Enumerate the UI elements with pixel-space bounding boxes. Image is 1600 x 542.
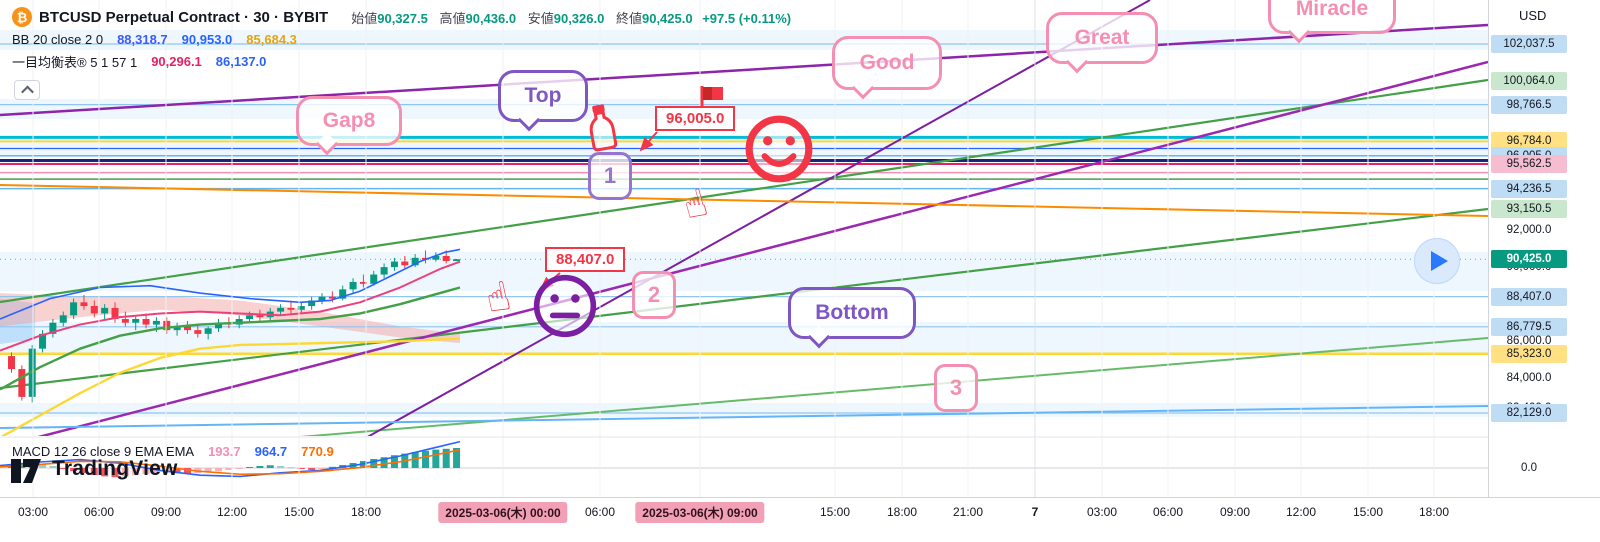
time-label: 15:00	[819, 505, 851, 519]
close-label: 終値	[615, 10, 642, 26]
price-label: 92,000.0	[1506, 224, 1552, 237]
bb-label: BB 20 close 2 0	[12, 31, 104, 47]
open-label: 始値	[351, 10, 378, 26]
macd-label: MACD 12 26 close 9 EMA EMA	[12, 443, 195, 459]
speech-bubble-top[interactable]: Top	[498, 70, 588, 122]
chart-legend: ₿ BTCUSD Perpetual Contract · 30 · BYBIT…	[12, 6, 791, 72]
speech-bubble-miracle[interactable]: Miracle	[1268, 0, 1396, 34]
indicator-macd[interactable]: MACD 12 26 close 9 EMA EMA 193.7 964.7 7…	[12, 440, 334, 462]
price-label: 86,779.5	[1491, 317, 1567, 336]
price-callout[interactable]: 96,005.0	[655, 106, 736, 131]
speech-bubble-great[interactable]: Great	[1046, 12, 1158, 64]
price-label: 88,407.0	[1491, 287, 1567, 306]
time-label: 03:00	[17, 505, 49, 519]
neutral-face-icon[interactable]	[531, 272, 599, 345]
macd-line-value: 964.7	[254, 443, 288, 459]
time-label: 18:00	[1418, 505, 1450, 519]
current-price-label: 90,425.0	[1491, 250, 1567, 269]
smiley-face-icon[interactable]	[742, 112, 816, 191]
price-scale[interactable]: USD 102,037.5100,064.098,766.596,784.096…	[1488, 0, 1600, 497]
change-value: +97.5 (+0.11%)	[702, 10, 792, 26]
time-label: 03:00	[1086, 505, 1118, 519]
open-value: 90,327.5	[377, 10, 428, 26]
time-label: 15:00	[1352, 505, 1384, 519]
bitcoin-icon: ₿	[12, 7, 32, 27]
price-label: 98,766.5	[1491, 95, 1567, 114]
time-label: 15:00	[283, 505, 315, 519]
symbol-row[interactable]: ₿ BTCUSD Perpetual Contract · 30 · BYBIT…	[12, 6, 791, 28]
time-label: 12:00	[216, 505, 248, 519]
price-label: 100,064.0	[1491, 71, 1567, 90]
price-label: 0.0	[1521, 462, 1537, 474]
currency-label[interactable]: USD	[1519, 8, 1547, 23]
bb-value-lower: 85,684.3	[246, 31, 297, 47]
time-label: 09:00	[150, 505, 182, 519]
time-label: 06:00	[83, 505, 115, 519]
price-label: 84,000.0	[1506, 372, 1552, 385]
high-value: 90,436.0	[465, 10, 517, 26]
speech-bubble-gap8[interactable]: Gap8	[296, 96, 402, 146]
indicator-bb[interactable]: BB 20 close 2 0 88,318.7 90,953.0 85,684…	[12, 28, 791, 50]
tradingview-logo-icon	[11, 459, 41, 483]
price-callout[interactable]: 88,407.0	[545, 247, 626, 272]
price-label: 102,037.5	[1491, 34, 1567, 53]
low-value: 90,326.0	[553, 10, 605, 26]
price-label: 85,323.0	[1491, 344, 1567, 363]
watermark-text: TradingView	[52, 457, 178, 480]
number-badge-1[interactable]: 1	[588, 152, 632, 200]
high-label: 高値	[439, 10, 466, 26]
time-label: 18:00	[350, 505, 382, 519]
time-label: 06:00	[1152, 505, 1184, 519]
time-label: 12:00	[1285, 505, 1317, 519]
price-label: 95,562.5	[1491, 155, 1567, 173]
time-label: 18:00	[886, 505, 918, 519]
price-label: 94,236.5	[1491, 179, 1567, 198]
ohlc-values: 始値90,327.5 高値90,436.0 安値90,326.0 終値90,42…	[343, 8, 791, 27]
time-label: 7	[1031, 505, 1039, 519]
time-label: 09:00	[1219, 505, 1251, 519]
ichimoku-label: 一目均衡表® 5 1 57 1	[12, 54, 138, 70]
price-label: 93,150.5	[1491, 199, 1567, 218]
tradingview-watermark[interactable]: TradingView	[10, 452, 178, 486]
number-badge-2[interactable]: 2	[632, 271, 676, 319]
chevron-up-icon	[20, 85, 34, 98]
chart-canvas[interactable]	[0, 0, 1600, 497]
price-label: 86,000.0	[1506, 335, 1552, 348]
bb-value-upper: 90,953.0	[181, 31, 233, 47]
replay-play-button[interactable]	[1414, 238, 1460, 284]
play-icon	[1431, 251, 1448, 271]
time-label: 06:00	[584, 505, 616, 519]
speech-bubble-good[interactable]: Good	[832, 36, 942, 90]
low-label: 安値	[527, 10, 554, 26]
macd-hist-value: 193.7	[208, 443, 241, 459]
indicator-ichimoku[interactable]: 一目均衡表® 5 1 57 1 90,296.1 86,137.0	[12, 50, 791, 72]
price-label: 96,784.0	[1491, 132, 1567, 151]
price-label: 82,129.0	[1491, 404, 1567, 422]
ichimoku-value-1: 90,296.1	[151, 53, 202, 69]
symbol-title[interactable]: BTCUSD Perpetual Contract · 30 · BYBIT	[39, 8, 329, 26]
collapse-legend-button[interactable]	[14, 80, 40, 100]
bb-value-basis: 88,318.7	[117, 31, 168, 47]
number-badge-3[interactable]: 3	[934, 364, 978, 412]
time-label: 21:00	[952, 505, 984, 519]
macd-signal-value: 770.9	[301, 443, 334, 459]
speech-bubble-bottom[interactable]: Bottom	[788, 287, 916, 339]
date-highlight-label: 2025-03-06(木) 09:00	[635, 502, 765, 523]
close-value: 90,425.0	[641, 10, 693, 26]
time-axis[interactable]: 03:00 06:00 09:00 12:00 15:00 18:00 2025-03-06…	[0, 497, 1600, 542]
ichimoku-value-2: 86,137.0	[215, 53, 267, 69]
bottle-icon[interactable]	[579, 101, 623, 156]
date-highlight-label: 2025-03-06(木) 00:00	[438, 502, 568, 523]
